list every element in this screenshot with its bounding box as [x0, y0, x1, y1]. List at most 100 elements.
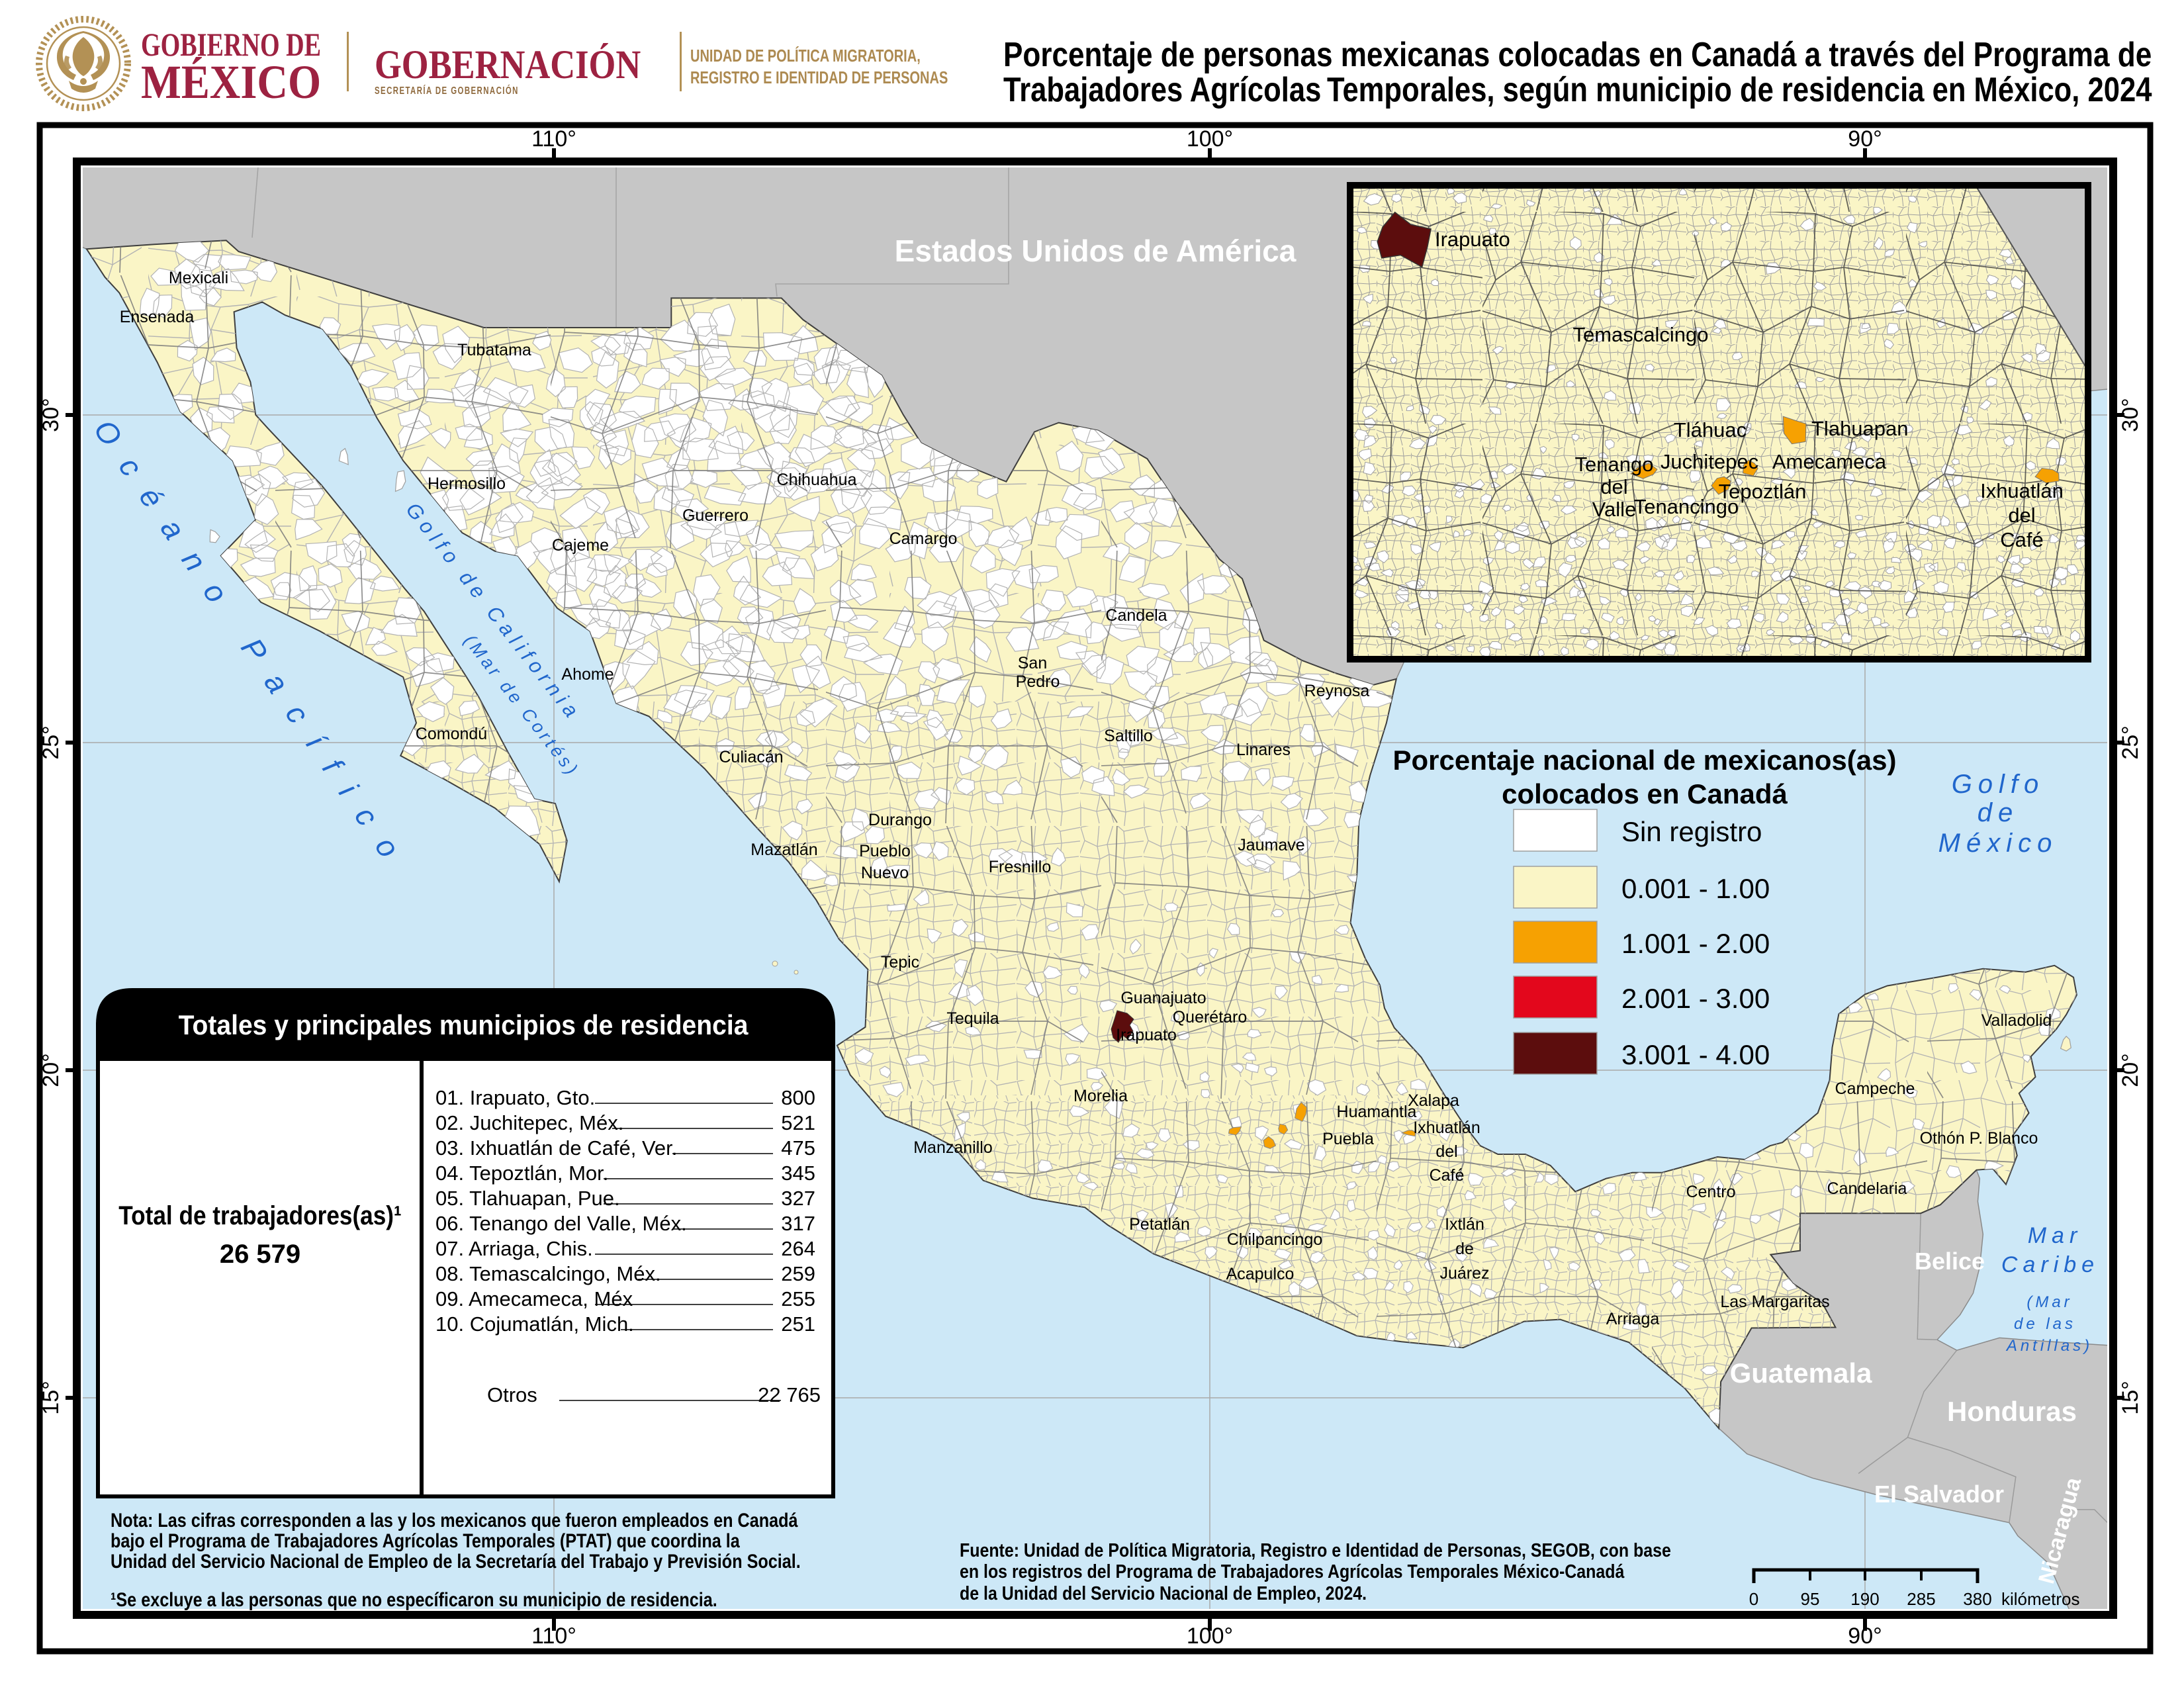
svg-text:Othón P. Blanco: Othón P. Blanco [1920, 1129, 2038, 1148]
svg-text:Pedro: Pedro [1016, 672, 1060, 691]
svg-text:Acapulco: Acapulco [1226, 1265, 1295, 1283]
svg-text:Tequila: Tequila [946, 1009, 999, 1028]
svg-text:15°: 15° [2118, 1381, 2143, 1414]
svg-text:0.001 - 1.00: 0.001 - 1.00 [1621, 873, 1770, 904]
svg-text:Caribe: Caribe [2001, 1252, 2099, 1277]
svg-text:México: México [1938, 829, 2058, 858]
svg-text:Cajeme: Cajeme [552, 536, 609, 555]
svg-text:Hermosillo: Hermosillo [428, 475, 506, 493]
svg-text:Juárez: Juárez [1439, 1264, 1489, 1283]
svg-text:Fresnillo: Fresnillo [989, 858, 1051, 876]
svg-text:Culiacán: Culiacán [719, 748, 783, 766]
svg-text:Chilpancingo: Chilpancingo [1227, 1230, 1323, 1249]
svg-text:Café: Café [2000, 528, 2043, 551]
svg-text:Valle: Valle [1592, 498, 1637, 521]
svg-text:en los registros del Programa: en los registros del Programa de Trabaja… [960, 1561, 1625, 1582]
svg-text:317: 317 [781, 1212, 815, 1235]
svg-text:Ixhuatlán: Ixhuatlán [1413, 1119, 1480, 1137]
svg-text:Guerrero: Guerrero [682, 506, 749, 525]
svg-text:Unidad del Servicio Nacional d: Unidad del Servicio Nacional de Empleo d… [111, 1550, 801, 1573]
svg-text:06. Tenango del Valle, Méx.: 06. Tenango del Valle, Méx. [435, 1212, 687, 1235]
svg-text:de las: de las [2014, 1315, 2076, 1333]
svg-text:Las Margaritas: Las Margaritas [1720, 1293, 1829, 1311]
svg-text:Tlahuapan: Tlahuapan [1811, 417, 1909, 440]
svg-text:Totales y principales municipi: Totales y principales municipios de resi… [179, 1009, 749, 1041]
svg-text:02. Juchitepec, Méx.: 02. Juchitepec, Méx. [435, 1111, 623, 1134]
svg-text:Durango: Durango [868, 811, 932, 829]
svg-text:Tubatama: Tubatama [457, 341, 531, 359]
svg-text:Irapuato: Irapuato [1435, 228, 1510, 251]
svg-text:30°: 30° [2118, 398, 2143, 432]
svg-text:Guanajuato: Guanajuato [1120, 989, 1206, 1007]
svg-text:de: de [1455, 1240, 1474, 1258]
svg-text:del: del [1435, 1142, 1457, 1161]
svg-text:Nota: Las cifras corresponden: Nota: Las cifras corresponden a las y lo… [111, 1509, 798, 1531]
svg-text:Reynosa: Reynosa [1304, 682, 1370, 700]
svg-text:Nuevo: Nuevo [861, 864, 909, 882]
svg-text:Total de trabajadores(as)¹: Total de trabajadores(as)¹ [118, 1201, 401, 1230]
svg-text:22 765: 22 765 [758, 1383, 821, 1406]
svg-text:Antillas): Antillas) [2005, 1337, 2093, 1355]
svg-text:Amecameca: Amecameca [1772, 450, 1887, 473]
svg-text:Belice: Belice [1915, 1248, 1985, 1275]
svg-text:10. Cojumatlán, Mich.: 10. Cojumatlán, Mich. [435, 1312, 634, 1336]
svg-text:bajo el Programa de Trabajador: bajo el Programa de Trabajadores Agrícol… [111, 1530, 740, 1552]
svg-text:04. Tepoztlán, Mor.: 04. Tepoztlán, Mor. [435, 1162, 608, 1185]
svg-text:1.001 - 2.00: 1.001 - 2.00 [1621, 928, 1770, 959]
svg-text:Pueblo: Pueblo [859, 842, 911, 860]
svg-text:26 579: 26 579 [220, 1240, 300, 1269]
svg-text:El Salvador: El Salvador [1874, 1481, 2004, 1508]
svg-text:03. Ixhuatlán de Café, Ver.: 03. Ixhuatlán de Café, Ver. [435, 1136, 677, 1160]
svg-text:110°: 110° [531, 1623, 576, 1649]
svg-text:327: 327 [781, 1187, 815, 1210]
svg-text:285: 285 [1907, 1589, 1935, 1609]
svg-text:Tenango: Tenango [1575, 453, 1654, 476]
svg-text:Porcentaje nacional de mexican: Porcentaje nacional de mexicanos(as) [1393, 745, 1897, 776]
svg-text:100°: 100° [1187, 1623, 1233, 1649]
svg-text:¹Se excluye a las personas que: ¹Se excluye a las personas que no especí… [111, 1588, 717, 1611]
svg-text:del: del [2008, 504, 2035, 527]
svg-text:Tláhuac: Tláhuac [1674, 418, 1747, 441]
svg-text:90°: 90° [1848, 126, 1882, 152]
svg-text:20°: 20° [2118, 1053, 2143, 1087]
svg-text:del: del [1600, 475, 1627, 498]
svg-text:Campeche: Campeche [1835, 1079, 1915, 1098]
svg-text:Sin registro: Sin registro [1621, 816, 1762, 847]
svg-text:Manzanillo: Manzanillo [913, 1138, 993, 1157]
svg-text:25°: 25° [2118, 725, 2143, 759]
svg-text:800: 800 [781, 1086, 815, 1109]
svg-text:259: 259 [781, 1262, 815, 1285]
svg-text:Chihuahua: Chihuahua [777, 471, 857, 489]
svg-text:95: 95 [1801, 1589, 1820, 1609]
svg-text:Mexicali: Mexicali [169, 269, 228, 287]
svg-text:Comondú: Comondú [416, 725, 487, 743]
svg-text:345: 345 [781, 1162, 815, 1185]
svg-text:Candelaria: Candelaria [1827, 1179, 1907, 1198]
svg-text:Ixtlán: Ixtlán [1445, 1215, 1484, 1234]
svg-text:San: San [1018, 654, 1047, 672]
svg-text:Tepic: Tepic [881, 953, 919, 972]
svg-text:Arriaga: Arriaga [1606, 1310, 1660, 1328]
svg-text:Centro: Centro [1686, 1183, 1735, 1201]
svg-text:Linares: Linares [1236, 741, 1291, 759]
svg-text:Golfo: Golfo [1952, 770, 2045, 799]
svg-text:Petatlán: Petatlán [1129, 1215, 1190, 1234]
svg-text:90°: 90° [1848, 1623, 1882, 1649]
svg-text:Ahome: Ahome [561, 665, 614, 684]
svg-text:Honduras: Honduras [1947, 1396, 2077, 1427]
svg-text:Mazatlán: Mazatlán [751, 841, 817, 859]
svg-text:110°: 110° [531, 126, 576, 152]
svg-text:08. Temascalcingo, Méx.: 08. Temascalcingo, Méx. [435, 1262, 661, 1285]
svg-text:Estados Unidos de América: Estados Unidos de América [895, 234, 1297, 268]
svg-text:Ixhuatlán: Ixhuatlán [1980, 479, 2064, 502]
svg-text:Puebla: Puebla [1322, 1130, 1374, 1148]
svg-text:Querétaro: Querétaro [1173, 1008, 1248, 1027]
svg-text:colocados en Canadá: colocados en Canadá [1502, 778, 1788, 809]
svg-text:Juchitepec: Juchitepec [1661, 450, 1758, 473]
svg-text:kilómetros: kilómetros [2001, 1589, 2079, 1609]
svg-text:Guatemala: Guatemala [1730, 1357, 1872, 1389]
svg-text:Valladolid: Valladolid [1981, 1011, 2052, 1030]
svg-text:264: 264 [781, 1237, 815, 1260]
svg-text:2.001 - 3.00: 2.001 - 3.00 [1621, 983, 1770, 1014]
svg-text:0: 0 [1749, 1589, 1758, 1609]
